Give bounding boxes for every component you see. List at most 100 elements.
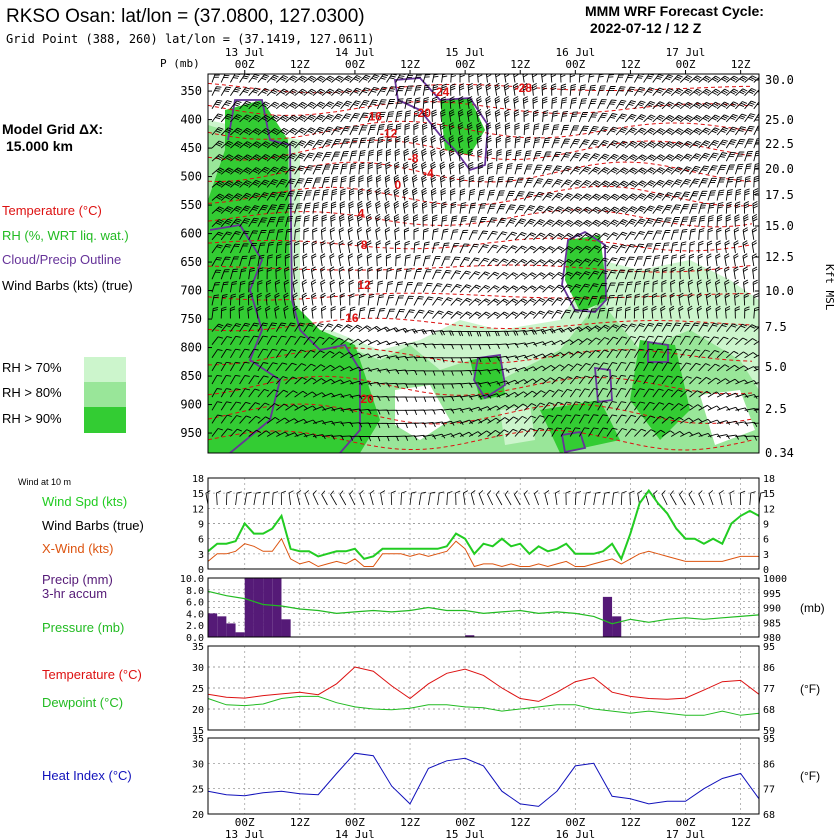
wind-barb — [331, 75, 344, 83]
wind-barb — [624, 113, 637, 123]
wind-barb — [294, 215, 302, 227]
wind-barb — [569, 351, 583, 359]
wind-barb — [705, 266, 712, 280]
wind-barb — [670, 115, 684, 123]
wind-barb — [285, 362, 297, 372]
wind-barb — [597, 126, 609, 136]
wind-barb — [588, 414, 599, 424]
wind-barb — [311, 292, 317, 306]
wind-barb — [578, 139, 590, 149]
wind-barb — [311, 305, 317, 319]
bottom-date-label: 15 Jul — [445, 828, 485, 840]
wind-barb — [394, 161, 400, 175]
wind-barb — [707, 88, 721, 97]
wind-barb — [551, 96, 558, 109]
legend-wind-barbs-sfc: Wind Barbs (true) — [42, 518, 144, 533]
wind-barb — [624, 306, 631, 319]
wind-barb — [469, 357, 482, 363]
wind-barb — [726, 378, 740, 385]
wind-barb — [615, 193, 629, 201]
wind-barb — [716, 189, 725, 201]
legend-wind-barbs: Wind Barbs (kts) (true) — [2, 278, 133, 293]
wind-barb — [220, 361, 232, 372]
wind-barb — [725, 126, 738, 136]
wind-barb — [643, 218, 655, 227]
wind-barb — [661, 101, 674, 110]
dry-pockets — [395, 385, 755, 445]
wind-barb — [294, 101, 307, 110]
wind-barb — [366, 253, 373, 267]
wind-barb — [679, 349, 691, 359]
wind-barb — [266, 229, 275, 240]
bottom-tick-label: 12Z — [620, 816, 640, 829]
surface-wind-barb — [428, 491, 436, 506]
wind-barb — [431, 255, 441, 267]
wind-barb — [606, 85, 616, 96]
wind-barb — [624, 74, 635, 83]
temperature-contour — [208, 403, 753, 425]
bottom-date-label: 17 Jul — [666, 828, 706, 840]
wind-barb — [466, 122, 473, 136]
wind-barb — [652, 192, 665, 201]
surface-wind-barb — [409, 491, 417, 506]
wind-barb — [551, 364, 565, 372]
wind-barb — [294, 322, 305, 332]
wind-barb — [486, 135, 492, 149]
wind-barb — [248, 280, 254, 293]
wind-barb — [588, 139, 600, 149]
wind-barb — [441, 201, 447, 214]
wind-barb — [735, 138, 746, 149]
wind-barb — [266, 153, 280, 162]
wind-barb — [404, 295, 414, 306]
rh-shading — [208, 98, 759, 453]
wind-barb — [689, 115, 702, 123]
legend-rh90-label: RH > 90% — [2, 411, 62, 426]
grid-point-label: Grid Point (388, 260) lat/lon = (37.1419… — [6, 32, 374, 46]
wind-barb — [707, 419, 721, 425]
wind-barb — [751, 253, 758, 267]
wind-barb — [257, 179, 270, 188]
wind-barb — [496, 149, 502, 162]
legend-rh70-swatch — [84, 357, 126, 382]
surface-wind-barb — [602, 491, 610, 506]
wind-barb — [706, 240, 713, 254]
wind-barb — [458, 96, 464, 109]
wind-barb — [285, 75, 298, 83]
wind-barb — [266, 417, 280, 424]
wind-barb — [450, 432, 464, 437]
wind-barb — [688, 253, 695, 267]
wind-barb — [285, 101, 298, 110]
legend-rh70-label: RH > 70% — [2, 360, 62, 375]
wind-barb — [320, 266, 326, 280]
wind-barb — [707, 363, 720, 372]
wind-barb — [624, 293, 632, 306]
wind-barb — [430, 135, 437, 149]
wind-barb — [376, 308, 386, 319]
wind-barb — [450, 229, 459, 240]
wind-barb — [358, 435, 372, 442]
wind-barb — [551, 246, 565, 254]
wind-barb — [257, 154, 271, 162]
wind-barb — [670, 128, 684, 136]
wind-barb — [643, 205, 655, 214]
wind-barb — [633, 280, 642, 293]
wind-barb — [230, 374, 241, 385]
wind-barb — [551, 233, 565, 241]
wind-barb — [615, 336, 628, 345]
wind-barb — [523, 245, 537, 254]
pressure-unit-label: (mb) — [800, 601, 825, 615]
wind-barb — [643, 100, 656, 110]
wind-barb — [514, 391, 528, 398]
wind-barb — [569, 414, 581, 424]
wind-barb — [744, 408, 758, 414]
wind-barb — [450, 83, 456, 96]
wind-barb — [331, 351, 344, 359]
wind-barb — [523, 259, 537, 267]
wind-barb — [698, 404, 712, 411]
wind-barb — [661, 388, 674, 398]
wind-barb — [485, 82, 492, 96]
wind-barb — [698, 114, 711, 123]
forecast-cycle-value: 2022-07-12 / 12 Z — [590, 20, 702, 36]
wind-barb — [441, 370, 454, 376]
wind-barb — [239, 293, 245, 306]
